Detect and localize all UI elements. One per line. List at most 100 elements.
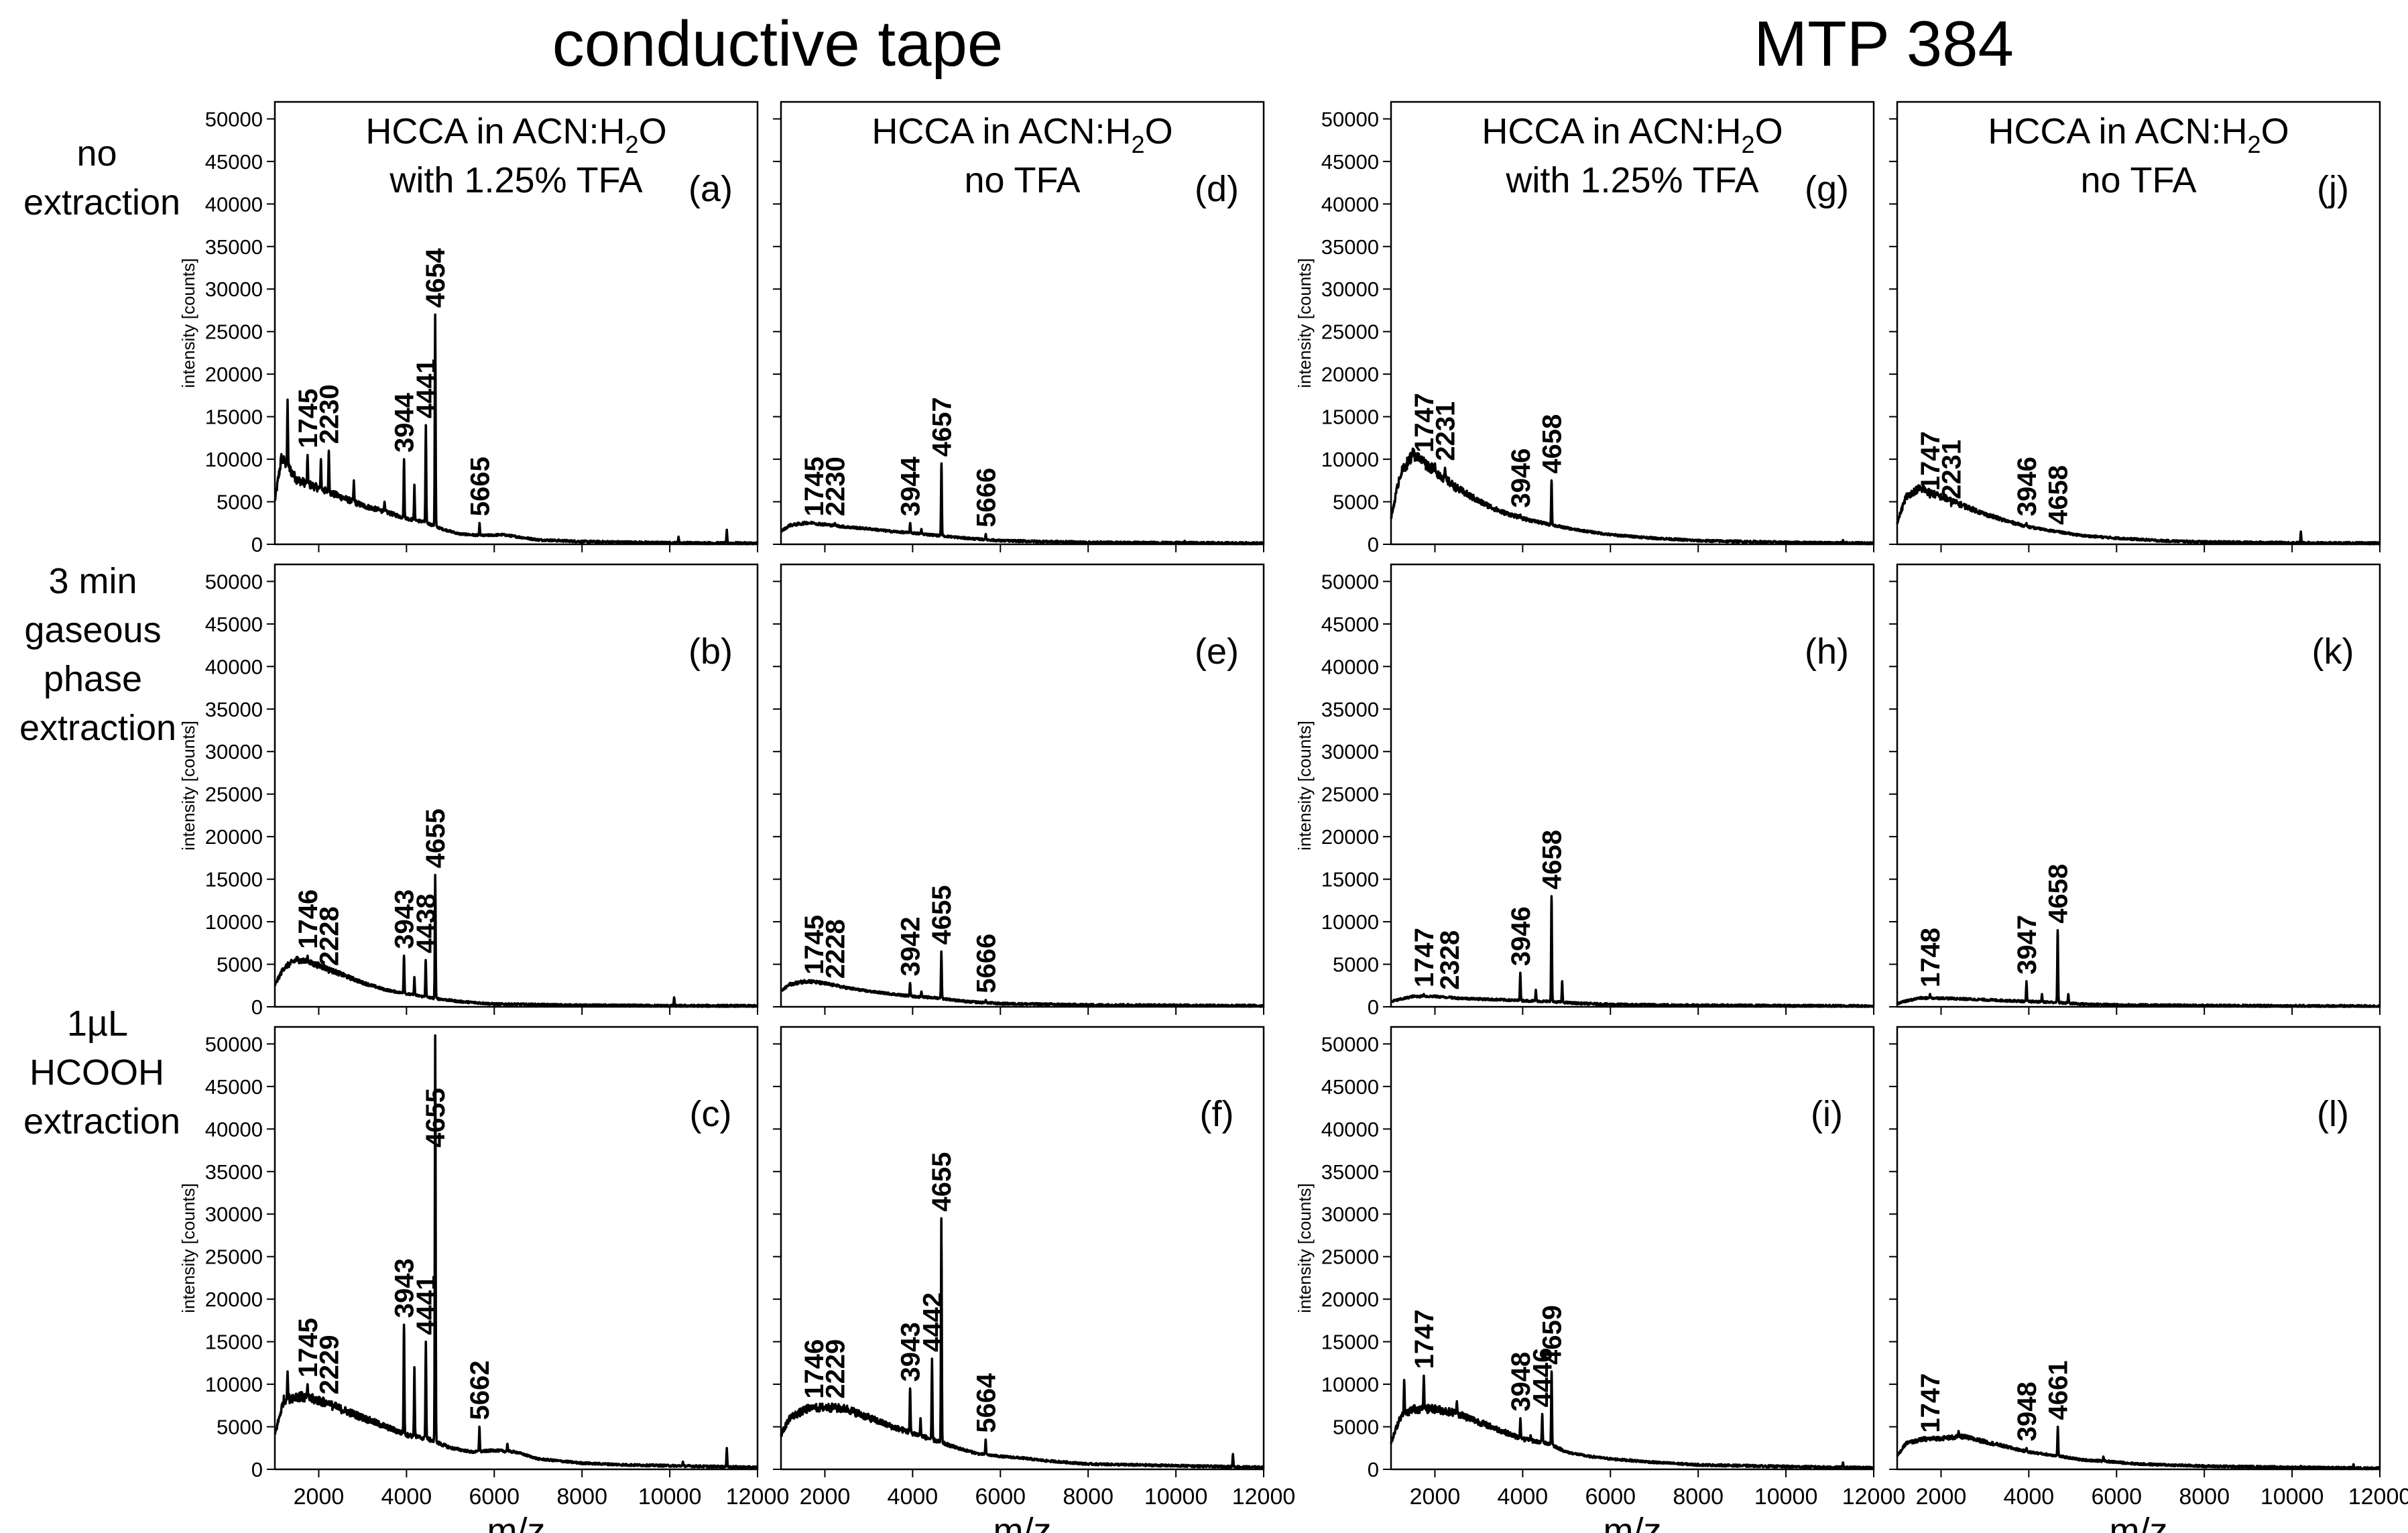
spectrum-line xyxy=(1896,929,2381,1008)
x-axis-label: m/z xyxy=(994,1511,1052,1533)
peak-label: 4441 xyxy=(412,359,441,418)
panel-frame-g xyxy=(1390,101,1875,546)
panels: 0500010000150002000025000300003500040000… xyxy=(178,101,2408,1533)
y-tick-label: 0 xyxy=(251,995,263,1019)
y-tick-label: 20000 xyxy=(1321,363,1379,386)
y-tick-label: 35000 xyxy=(1321,235,1379,259)
y-tick-label: 15000 xyxy=(205,406,263,429)
panel-label: (g) xyxy=(1805,169,1849,209)
y-tick-label: 15000 xyxy=(205,1331,263,1354)
y-tick-label: 45000 xyxy=(205,613,263,636)
peak-label: 1746 xyxy=(800,1339,829,1399)
x-tick-label: 12000 xyxy=(1842,1484,1906,1510)
y-tick-label: 20000 xyxy=(205,363,263,386)
y-tick-label: 25000 xyxy=(205,783,263,806)
panel-frame-l xyxy=(1896,1026,2381,1471)
y-tick-label: 35000 xyxy=(1321,698,1379,721)
panel-label: (d) xyxy=(1195,169,1239,209)
y-tick-label: 50000 xyxy=(1321,107,1379,131)
peak-label: 3946 xyxy=(2012,456,2042,516)
panel-label: (a) xyxy=(688,169,733,209)
peak-label: 5665 xyxy=(465,456,495,516)
y-tick-label: 40000 xyxy=(205,1117,263,1141)
spectrum-line xyxy=(1390,1370,1874,1470)
peak-label: 4438 xyxy=(412,894,441,953)
panel-frame-f xyxy=(780,1026,1265,1471)
y-tick-label: 35000 xyxy=(1321,1160,1379,1184)
x-tick-label: 4000 xyxy=(381,1484,432,1510)
peak-label: 1748 xyxy=(1916,928,1945,987)
y-tick-label: 25000 xyxy=(1321,783,1379,806)
peak-label: 4655 xyxy=(421,808,450,868)
panel-label: (k) xyxy=(2312,631,2354,672)
panel-label: (h) xyxy=(1805,631,1849,672)
y-tick-label: 0 xyxy=(251,1458,263,1481)
peak-label: 3944 xyxy=(390,392,420,452)
peak-label: 2229 xyxy=(821,1339,850,1399)
y-tick-label: 30000 xyxy=(205,1203,263,1226)
peak-label: 4654 xyxy=(421,248,450,308)
panel-frame-k xyxy=(1896,563,2381,1008)
peak-label: 5664 xyxy=(971,1373,1001,1433)
spectrum-line xyxy=(1390,447,1874,546)
peak-label: 1747 xyxy=(1410,1309,1439,1369)
panel-label: (c) xyxy=(690,1094,732,1134)
panel-label: (j) xyxy=(2317,169,2349,209)
y-tick-label: 15000 xyxy=(1321,868,1379,892)
y-tick-label: 10000 xyxy=(1321,448,1379,471)
x-tick-label: 6000 xyxy=(2091,1484,2142,1510)
y-tick-label: 25000 xyxy=(205,320,263,344)
y-tick-label: 15000 xyxy=(1321,1331,1379,1354)
peak-label: 2228 xyxy=(821,919,850,979)
peak-label: 5666 xyxy=(971,468,1001,528)
y-tick-label: 20000 xyxy=(1321,825,1379,849)
panel-label: (f) xyxy=(1200,1094,1234,1134)
panel-frame-c xyxy=(274,1026,759,1471)
x-tick-label: 4000 xyxy=(2004,1484,2055,1510)
panel-frame-h xyxy=(1390,563,1875,1008)
panel-label: (b) xyxy=(688,631,733,672)
y-tick-label: 10000 xyxy=(1321,1373,1379,1396)
row-label-gaseous-phase-extraction: 3 min gaseous phase extraction xyxy=(19,561,176,748)
peak-label: 4655 xyxy=(927,885,957,945)
x-tick-label: 8000 xyxy=(1673,1484,1724,1510)
x-tick-label: 10000 xyxy=(2261,1484,2324,1510)
spectrum-line xyxy=(1390,895,1874,1008)
y-tick-label: 15000 xyxy=(1321,406,1379,429)
panel-frame-i xyxy=(1390,1026,1875,1471)
peak-label: 3943 xyxy=(896,1322,926,1382)
peak-label: 1747 xyxy=(1916,1373,1945,1433)
y-tick-label: 0 xyxy=(1368,533,1379,556)
y-tick-label: 45000 xyxy=(1321,1075,1379,1099)
x-tick-label: 8000 xyxy=(2179,1484,2230,1510)
peak-label: 4655 xyxy=(927,1152,957,1212)
y-tick-label: 50000 xyxy=(205,107,263,131)
column-title-line2: with 1.25% TFA xyxy=(1505,160,1758,200)
y-tick-label: 40000 xyxy=(1321,192,1379,216)
peak-label: 1745 xyxy=(294,1318,323,1377)
peak-label: 2230 xyxy=(821,456,851,516)
peak-label: 2229 xyxy=(314,1335,344,1395)
y-tick-label: 25000 xyxy=(1321,1245,1379,1269)
peak-label: 4446 xyxy=(1528,1348,1558,1408)
peak-label: 1745 xyxy=(800,456,829,516)
y-tick-label: 10000 xyxy=(205,1373,263,1396)
x-tick-label: 2000 xyxy=(800,1484,851,1510)
spectrum-line xyxy=(1896,484,2381,546)
peak-label: 4655 xyxy=(421,1088,450,1148)
peak-label: 1746 xyxy=(294,890,323,949)
peak-label: 1747 xyxy=(1410,928,1439,987)
peak-label: 3946 xyxy=(1506,906,1536,966)
x-tick-label: 2000 xyxy=(294,1484,345,1510)
spectrum-line xyxy=(780,950,1264,1008)
y-tick-label: 5000 xyxy=(217,953,263,977)
panel-label: (e) xyxy=(1195,631,1239,672)
y-axis-label: intensity [counts] xyxy=(1295,1183,1315,1313)
y-axis-label: intensity [counts] xyxy=(1295,721,1315,851)
panel-frame-e xyxy=(780,563,1265,1008)
panel-frame-d xyxy=(780,101,1265,546)
y-tick-label: 35000 xyxy=(205,698,263,721)
peak-label: 3943 xyxy=(390,1258,420,1318)
x-tick-label: 8000 xyxy=(556,1484,607,1510)
